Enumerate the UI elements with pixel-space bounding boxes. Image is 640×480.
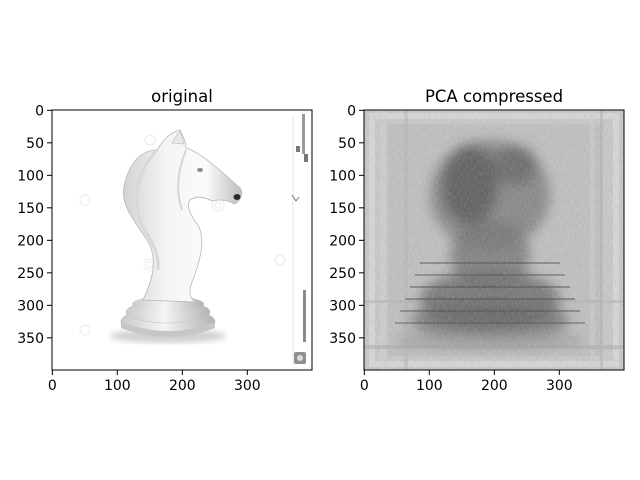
original-xtick-label-100: 100: [104, 378, 131, 394]
pca-xtick-label-0: 0: [360, 378, 369, 394]
original-ytick-label-350: 350: [17, 331, 44, 347]
original-xtick-label-0: 0: [48, 378, 57, 394]
original-image-panel: [52, 110, 312, 370]
original-ytick-label-150: 150: [17, 201, 44, 217]
pca-ytick-label-300: 300: [329, 298, 356, 314]
original-ytick-label-50: 50: [26, 136, 44, 152]
original-ytick-label-100: 100: [17, 168, 44, 184]
original-ytick-label-0: 0: [35, 103, 44, 119]
pca-image: [364, 110, 624, 370]
pca-ytick-label-50: 50: [338, 136, 356, 152]
pca-ytick-label-100: 100: [329, 168, 356, 184]
original-xtick-label-200: 200: [169, 378, 196, 394]
pca-ytick-label-250: 250: [329, 266, 356, 282]
pca-title: PCA compressed: [425, 87, 563, 106]
original-ytick-label-250: 250: [17, 266, 44, 282]
pca-ytick-label-200: 200: [329, 233, 356, 249]
original-ytick-label-200: 200: [17, 233, 44, 249]
knight-base: [121, 296, 215, 337]
pca-image-panel: [364, 110, 624, 370]
pca-ytick-label-0: 0: [347, 103, 356, 119]
original-xtick-label-300: 300: [234, 378, 261, 394]
pca-xtick-label-100: 100: [416, 378, 443, 394]
pca-xtick-label-200: 200: [481, 378, 508, 394]
pca-xtick-label-300: 300: [546, 378, 573, 394]
original-ytick-label-300: 300: [17, 298, 44, 314]
pca-ytick-label-150: 150: [329, 201, 356, 217]
original-image: [52, 110, 312, 370]
original-title: original: [151, 87, 213, 106]
pca-ytick-label-350: 350: [329, 331, 356, 347]
